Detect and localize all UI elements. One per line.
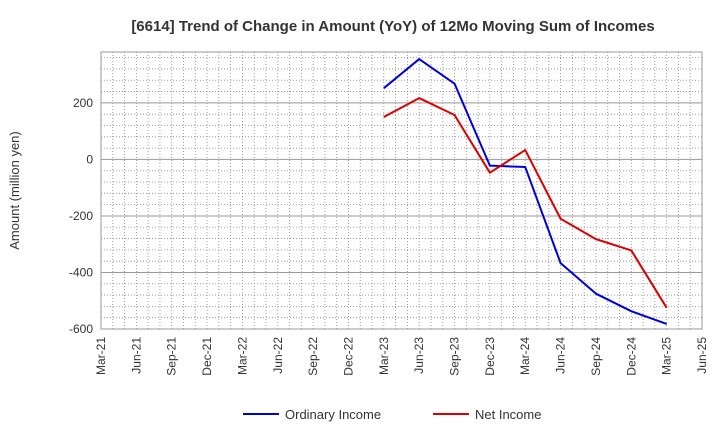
series-line-ordinary-income xyxy=(383,58,667,325)
y-axis-label: Amount (million yen) xyxy=(7,131,22,250)
plot-area xyxy=(101,52,702,329)
x-tick-label: Jun-21 xyxy=(129,337,143,374)
x-tick-label: Mar-21 xyxy=(94,337,108,375)
legend-label: Ordinary Income xyxy=(285,407,381,422)
x-tick-label: Dec-21 xyxy=(200,337,214,376)
legend-label: Net Income xyxy=(475,407,541,422)
series-layer xyxy=(383,58,668,325)
x-tick-label: Jun-24 xyxy=(554,337,568,374)
x-tick-label: Jun-25 xyxy=(695,337,709,374)
plot-frame xyxy=(100,51,703,330)
y-tick-label: -400 xyxy=(69,265,93,279)
x-tick-label: Dec-22 xyxy=(341,337,355,376)
x-tick-label: Mar-23 xyxy=(377,337,391,375)
x-tick-label: Jun-22 xyxy=(271,337,285,374)
x-tick-label: Mar-25 xyxy=(660,337,674,375)
series-line-net-income xyxy=(383,97,668,309)
x-tick-label: Mar-24 xyxy=(518,337,532,375)
x-tick-label: Sep-23 xyxy=(448,337,462,376)
y-tick-label: -200 xyxy=(69,209,93,223)
y-tick-label: 200 xyxy=(73,96,93,110)
x-tick-label: Sep-21 xyxy=(165,337,179,376)
x-tick-label: Dec-23 xyxy=(483,337,497,376)
x-tick-label: Sep-24 xyxy=(589,337,603,376)
legend-item-net-income: Net Income xyxy=(433,407,541,422)
x-tick-label: Jun-23 xyxy=(412,337,426,374)
chart-title: [6614] Trend of Change in Amount (YoY) o… xyxy=(131,18,654,35)
grid-layer xyxy=(101,52,702,330)
x-tick-label: Sep-22 xyxy=(306,337,320,376)
legend: Ordinary Income Net Income xyxy=(243,407,541,422)
y-tick-label: 0 xyxy=(86,152,93,166)
y-tick-label: -600 xyxy=(69,322,93,336)
x-tick-label: Dec-24 xyxy=(624,337,638,376)
legend-item-ordinary-income: Ordinary Income xyxy=(243,407,381,422)
axes-layer: -600 -400 -200 0 200 Mar-21 Jun-21 Sep-21 Dec-21… xyxy=(69,51,709,376)
x-tick-label: Mar-22 xyxy=(235,337,249,375)
